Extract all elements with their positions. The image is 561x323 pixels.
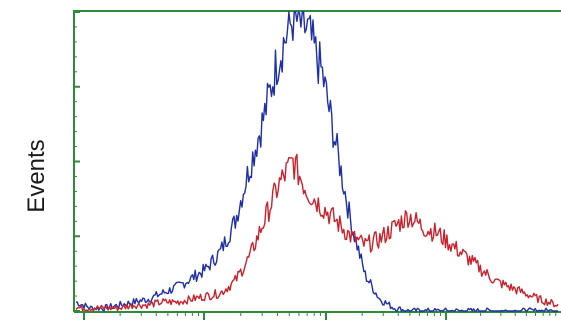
- series-red-line: [75, 153, 559, 312]
- series-layer: [75, 11, 559, 312]
- y-axis-label: Events: [23, 139, 50, 212]
- x-axis-ticks: [83, 312, 557, 320]
- series-blue-line: [76, 11, 558, 312]
- y-axis-ticks: [74, 11, 80, 312]
